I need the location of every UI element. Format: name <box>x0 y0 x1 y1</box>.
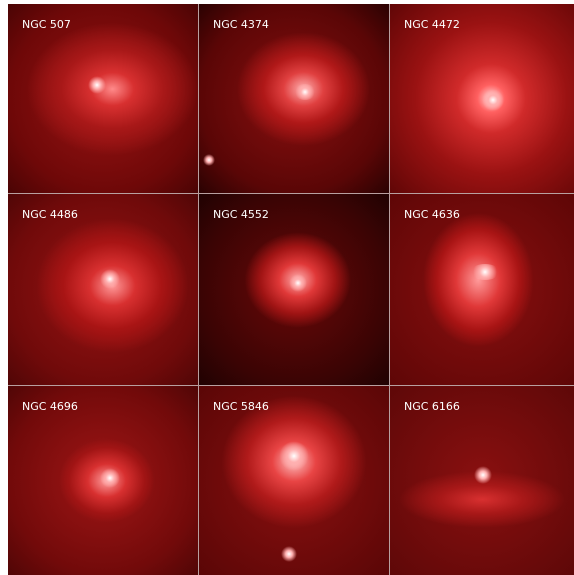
bright-spot <box>203 154 215 166</box>
galaxy-image: NGC 4552 <box>199 194 389 385</box>
image-grid: NGC 507 NGC 4374 NGC 4472 NGC 4486 NGC 4… <box>8 4 574 575</box>
bright-spot <box>100 269 120 289</box>
panel-label: NGC 4696 <box>22 400 78 413</box>
panel-label: NGC 4374 <box>213 18 269 31</box>
bright-spot <box>281 546 297 562</box>
galaxy-image: NGC 4636 <box>390 194 574 385</box>
bright-spot <box>100 468 120 488</box>
bright-spot <box>279 441 309 471</box>
bright-spot <box>289 274 307 292</box>
panel-label: NGC 4552 <box>213 208 269 221</box>
panel-label: NGC 4472 <box>404 18 460 31</box>
galaxy-image: NGC 6166 <box>390 386 574 575</box>
panel-label: NGC 6166 <box>404 400 460 413</box>
galaxy-image: NGC 4472 <box>390 4 574 193</box>
bright-spot <box>482 89 504 111</box>
panel-label: NGC 4486 <box>22 208 78 221</box>
galaxy-image: NGC 4696 <box>8 386 198 575</box>
galaxy-image: NGC 4374 <box>199 4 389 193</box>
bright-spot <box>470 264 500 280</box>
bright-spot <box>294 84 316 100</box>
galaxy-image: NGC 507 <box>8 4 198 193</box>
panel-label: NGC 507 <box>22 18 71 31</box>
galaxy-image: NGC 5846 <box>199 386 389 575</box>
bright-spot <box>474 466 492 484</box>
galaxy-image: NGC 4486 <box>8 194 198 385</box>
panel-label: NGC 4636 <box>404 208 460 221</box>
bright-spot <box>88 76 106 94</box>
panel-label: NGC 5846 <box>213 400 269 413</box>
